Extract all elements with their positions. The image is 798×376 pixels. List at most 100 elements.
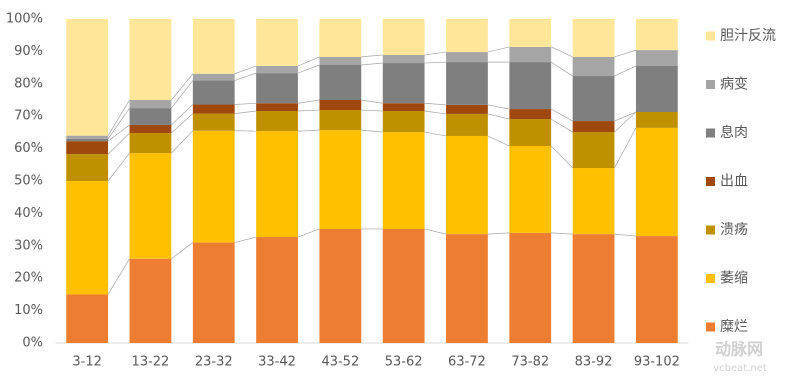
bar-segment [66,138,109,142]
x-tick-label: 3-12 [72,355,102,370]
bar-segment [572,168,615,235]
series-line [361,129,383,133]
x-tick-label: 83-92 [575,355,613,370]
bar-segment [382,63,425,104]
series-line [614,127,637,169]
series-line [297,109,320,112]
series-line [234,110,257,114]
series-line [361,99,383,104]
series-line [234,72,257,81]
bar-segment [572,56,615,77]
bar-segment [446,234,488,343]
series-line [487,113,510,120]
bar-segment [256,65,298,74]
series-line [550,46,573,58]
series-line [107,99,130,136]
series-line [361,62,383,66]
legend-label: 病变 [720,77,748,93]
bar-segment [256,111,298,132]
series-line [550,61,573,77]
bar-segment [319,65,362,100]
series-line [424,228,447,235]
bar-segment [319,56,362,66]
x-tick-label: 63-72 [448,355,486,370]
bar-segment [446,113,488,136]
bar-segment [509,146,552,233]
series-line [550,118,573,133]
bar-segment [192,130,235,243]
bar-segment [446,62,488,105]
y-tick-label: 70% [14,109,43,124]
bar-segment [129,19,172,100]
series-line [171,80,194,109]
bar-segment [66,19,109,136]
series-line [297,129,320,132]
series-line [614,65,637,77]
series-line [297,99,320,104]
series-line [361,54,383,58]
bar-segment [635,19,678,51]
y-tick-label: 10% [14,303,43,318]
series-line [234,102,257,105]
bar-segment [572,121,615,133]
series-line [297,56,320,67]
bar-segment [129,124,172,134]
series-line [171,113,194,134]
series-line [487,104,510,110]
bar-segment [509,19,552,47]
bar-segment [509,62,552,110]
bar-segment [635,50,678,66]
series-line [234,236,257,243]
legend-swatch [706,80,715,89]
series-line [487,135,510,147]
y-tick-label: 80% [14,76,43,91]
y-tick-label: 90% [14,44,43,59]
series-line [234,65,257,75]
series-line [424,102,447,106]
bar-segment [129,258,172,343]
bar-segment [66,181,109,295]
bar-segment [256,131,298,238]
bar-segment [382,103,425,112]
bar-segment [192,242,235,343]
x-tick-label: 53-62 [385,355,423,370]
bar-segment [509,109,552,120]
x-tick-label: 93-102 [634,355,680,370]
series-line [361,109,383,112]
series-line [107,258,130,295]
bar-segment [382,111,425,133]
bar-segment [256,19,298,66]
series-line [424,110,447,115]
series-line [614,233,636,237]
series-line [614,111,637,122]
legend-swatch [706,177,715,186]
bar-segment [635,236,678,343]
legend-label: 息肉 [720,124,748,141]
series-line [487,46,510,53]
y-tick-label: 40% [14,206,43,221]
bar-segment [635,127,678,237]
legend-swatch [706,225,715,235]
bar-segment [509,119,552,147]
bar-segment [192,104,235,114]
bar-segment [319,130,362,229]
legend-label: 萎缩 [720,271,748,287]
series-line [424,131,447,137]
bar-segment [382,54,425,64]
y-tick-label: 100% [6,12,43,27]
legend-swatch [706,31,715,41]
bar-segment [572,132,615,169]
bar-segment [256,103,298,112]
bar-segment [446,52,488,63]
series-line [424,51,447,56]
series-line [107,152,130,182]
bar-segment [129,108,172,125]
series-line [171,104,194,126]
series-line [550,145,573,169]
series-line [171,73,194,101]
bar-segment [66,135,109,139]
series-line [614,111,637,133]
bar-segment [319,110,362,131]
bar-segment [382,19,425,55]
